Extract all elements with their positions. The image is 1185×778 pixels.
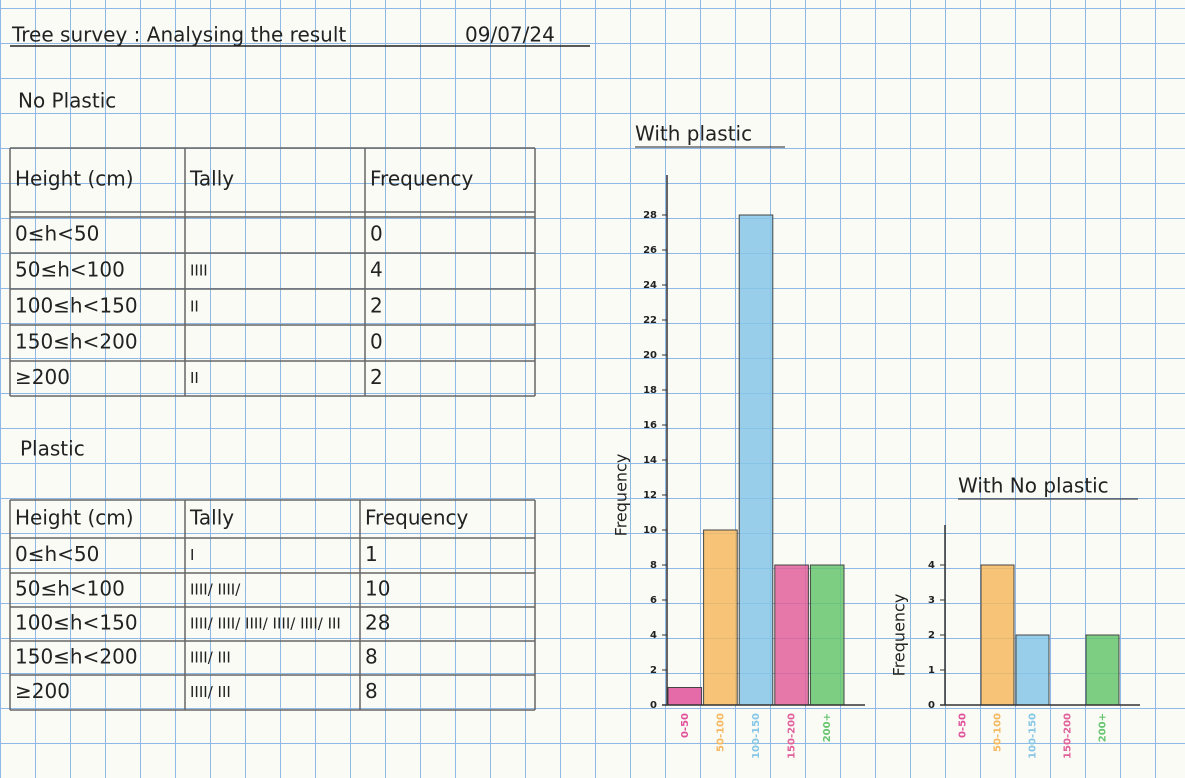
table-cell: 0≤h<50 xyxy=(15,542,99,566)
y-tick-label: 24 xyxy=(643,280,657,291)
x-tick-label: 200+ xyxy=(822,713,833,742)
x-tick-label: 100-150 xyxy=(751,713,762,759)
table-cell: 100≤h<150 xyxy=(15,611,138,635)
table-cell: ≥200 xyxy=(15,679,70,703)
y-tick-label: 20 xyxy=(643,350,657,361)
table-cell: IIII/ III xyxy=(190,649,231,667)
table-cell: 28 xyxy=(365,611,390,635)
table-cell: 1 xyxy=(365,542,378,566)
bar xyxy=(809,564,845,706)
bar xyxy=(703,529,738,706)
column-header: Height (cm) xyxy=(15,167,134,191)
table-cell: 0 xyxy=(370,222,383,246)
y-tick-label: 3 xyxy=(928,595,935,606)
y-tick-label: 2 xyxy=(650,665,657,676)
y-tick-label: 0 xyxy=(928,700,935,711)
y-tick-label: 14 xyxy=(643,455,657,466)
y-tick-label: 4 xyxy=(928,560,935,571)
table-cell: II xyxy=(190,369,199,387)
x-tick-label: 150-200 xyxy=(1063,713,1074,759)
table-cell: IIII/ IIII/ IIII/ IIII/ IIII/ III xyxy=(190,615,341,633)
bar xyxy=(738,214,774,706)
y-tick-label: 28 xyxy=(643,210,657,221)
x-tick-label: 50-100 xyxy=(993,713,1004,752)
bar xyxy=(1085,634,1120,706)
table-cell: 0≤h<50 xyxy=(15,222,99,246)
table-cell: 2 xyxy=(370,365,383,389)
x-tick-label: 50-100 xyxy=(715,713,726,752)
bar xyxy=(667,687,703,706)
y-tick-label: 16 xyxy=(643,420,657,431)
page-title: Tree survey : Analysing the result xyxy=(11,23,346,47)
table-cell: 150≤h<200 xyxy=(15,645,138,669)
y-tick-label: 6 xyxy=(650,595,657,606)
y-axis-label: Frequency xyxy=(890,594,909,677)
table-cell: 100≤h<150 xyxy=(15,294,138,318)
column-header: Tally xyxy=(189,506,234,530)
table-cell: ≥200 xyxy=(15,365,70,389)
y-tick-label: 0 xyxy=(650,700,657,711)
table-cell: 0 xyxy=(370,330,383,354)
chart-title: With plastic xyxy=(635,122,752,146)
y-tick-label: 1 xyxy=(928,665,935,676)
column-header: Tally xyxy=(189,167,234,191)
y-tick-label: 4 xyxy=(650,630,657,641)
table-cell: 50≤h<100 xyxy=(15,577,125,601)
table-cell: 150≤h<200 xyxy=(15,330,138,354)
table-cell: 4 xyxy=(370,258,383,282)
column-header: Frequency xyxy=(370,167,473,191)
x-tick-label: 0-50 xyxy=(680,713,691,738)
y-tick-label: 12 xyxy=(643,490,657,501)
y-tick-label: 10 xyxy=(643,525,657,536)
table-cell: 8 xyxy=(365,679,378,703)
table-cell: 2 xyxy=(370,294,383,318)
table-cell: 8 xyxy=(365,645,378,669)
column-header: Frequency xyxy=(365,506,468,530)
y-tick-label: 8 xyxy=(650,560,657,571)
x-tick-label: 200+ xyxy=(1098,713,1109,742)
x-tick-label: 0-50 xyxy=(958,713,969,738)
y-tick-label: 26 xyxy=(643,245,657,256)
table-cell: IIII xyxy=(190,262,208,280)
y-tick-label: 18 xyxy=(643,385,657,396)
table-cell: I xyxy=(190,546,194,564)
chart-title: With No plastic xyxy=(958,474,1109,498)
y-axis-label: Frequency xyxy=(612,454,631,537)
table-cell: IIII/ III xyxy=(190,683,231,701)
table-title: Plastic xyxy=(20,437,85,461)
y-tick-label: 2 xyxy=(928,630,935,641)
table-cell: II xyxy=(190,298,199,316)
y-tick-label: 22 xyxy=(643,315,657,326)
bar xyxy=(1015,634,1050,706)
table-cell: 50≤h<100 xyxy=(15,258,125,282)
table-cell: 10 xyxy=(365,577,390,601)
page-date: 09/07/24 xyxy=(465,23,555,47)
table-title: No Plastic xyxy=(18,89,116,113)
column-header: Height (cm) xyxy=(15,506,134,530)
bar xyxy=(980,564,1015,706)
table-cell: IIII/ IIII/ xyxy=(190,581,241,599)
x-tick-label: 100-150 xyxy=(1028,713,1039,759)
x-tick-label: 150-200 xyxy=(787,713,798,759)
bar xyxy=(774,564,809,706)
